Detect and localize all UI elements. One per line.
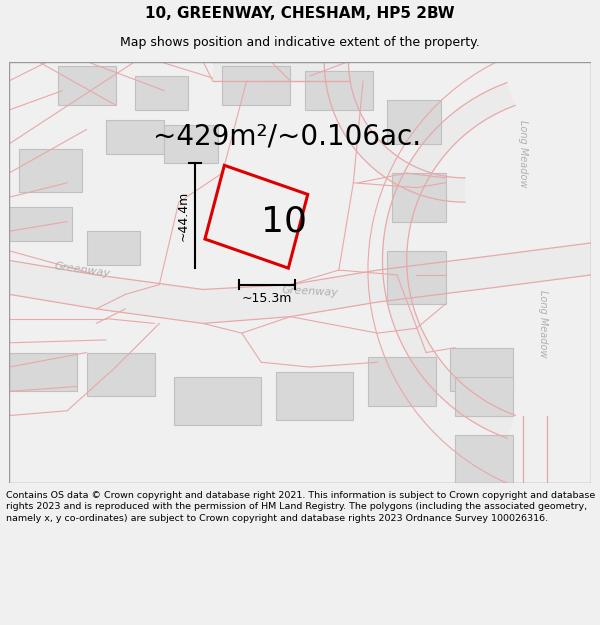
- Polygon shape: [86, 352, 155, 396]
- Text: ~44.4m: ~44.4m: [176, 191, 190, 241]
- Polygon shape: [164, 124, 218, 163]
- Polygon shape: [135, 76, 188, 110]
- Polygon shape: [174, 377, 261, 425]
- Polygon shape: [451, 348, 514, 391]
- Polygon shape: [368, 357, 436, 406]
- Polygon shape: [9, 207, 72, 241]
- Polygon shape: [392, 173, 446, 222]
- Polygon shape: [58, 66, 116, 105]
- Polygon shape: [388, 101, 440, 144]
- Polygon shape: [86, 231, 140, 265]
- Text: Map shows position and indicative extent of the property.: Map shows position and indicative extent…: [120, 36, 480, 49]
- Text: ~15.3m: ~15.3m: [242, 292, 292, 306]
- Text: Greenway: Greenway: [281, 285, 338, 298]
- Polygon shape: [9, 352, 77, 391]
- Text: Long Meadow: Long Meadow: [538, 289, 548, 357]
- Polygon shape: [305, 71, 373, 110]
- Polygon shape: [383, 82, 515, 438]
- Text: Long Meadow: Long Meadow: [518, 120, 528, 188]
- Polygon shape: [106, 120, 164, 154]
- Polygon shape: [388, 251, 446, 304]
- Polygon shape: [276, 372, 353, 421]
- Polygon shape: [223, 66, 290, 105]
- Polygon shape: [9, 243, 591, 323]
- Text: 10, GREENWAY, CHESHAM, HP5 2BW: 10, GREENWAY, CHESHAM, HP5 2BW: [145, 6, 455, 21]
- Polygon shape: [455, 377, 514, 416]
- Text: 10: 10: [260, 204, 307, 239]
- Text: Contains OS data © Crown copyright and database right 2021. This information is : Contains OS data © Crown copyright and d…: [6, 491, 595, 523]
- Text: Greenway: Greenway: [53, 261, 110, 279]
- Polygon shape: [213, 61, 349, 81]
- Text: ~429m²/~0.106ac.: ~429m²/~0.106ac.: [152, 122, 421, 150]
- Polygon shape: [324, 61, 465, 202]
- Polygon shape: [19, 149, 82, 192]
- Polygon shape: [455, 435, 514, 484]
